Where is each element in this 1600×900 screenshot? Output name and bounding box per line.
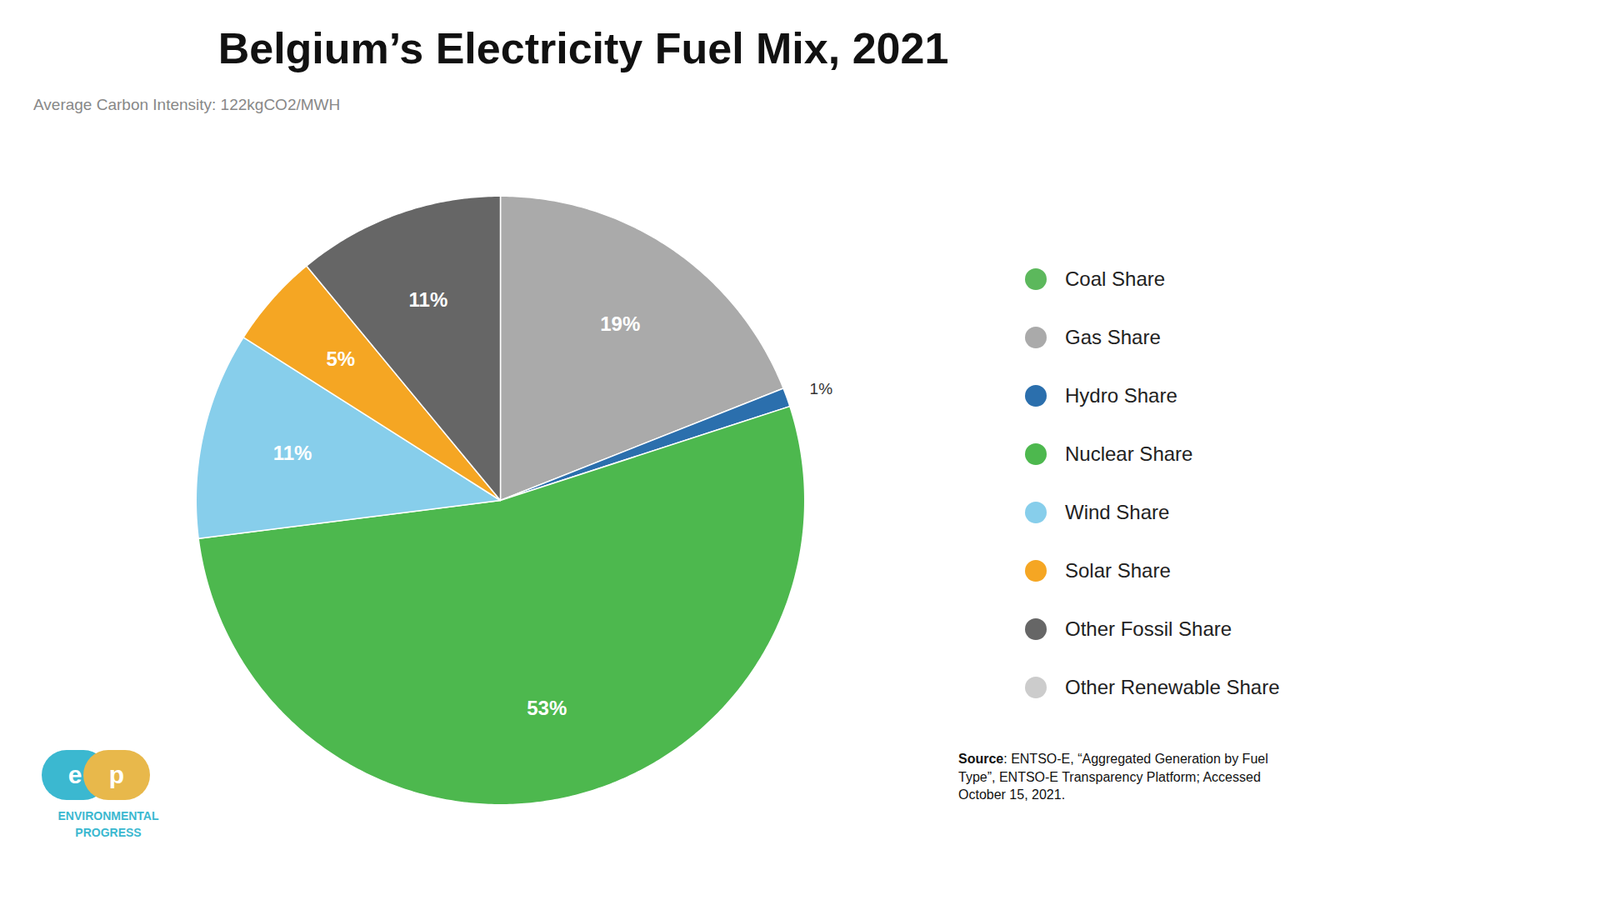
html-text:Nuclear Share: Nuclear Share bbox=[1065, 442, 1193, 465]
html-text:Other Fossil Share: Other Fossil Share bbox=[1065, 617, 1232, 640]
svg-text:53%: 53% bbox=[526, 696, 567, 720]
html-text:Solar Share: Solar Share bbox=[1065, 559, 1171, 582]
svg-text:11%: 11% bbox=[409, 288, 449, 311]
html-text:Gas Share: Gas Share bbox=[1065, 325, 1161, 349]
svg-text:1%: 1% bbox=[810, 380, 834, 398]
html-text:p: p bbox=[109, 760, 125, 789]
html-text:Average Carbon Intensity: 122k: Average Carbon Intensity: 122kgCO2/MWH bbox=[33, 95, 341, 114]
svg-text:11%: 11% bbox=[273, 441, 313, 465]
html-text:Source: ENTSO-E, “Aggregated G: Source: ENTSO-E, “Aggregated Generation … bbox=[958, 751, 1269, 802]
html-text:Coal Share: Coal Share bbox=[1065, 267, 1166, 290]
svg-text:19%: 19% bbox=[600, 312, 640, 335]
html-text:e: e bbox=[68, 760, 82, 789]
html-text:Other Renewable Share: Other Renewable Share bbox=[1065, 675, 1280, 699]
svg-text:5%: 5% bbox=[325, 347, 355, 370]
html-text:Hydro Share: Hydro Share bbox=[1065, 384, 1178, 407]
html-text:Wind Share: Wind Share bbox=[1065, 500, 1170, 524]
html-text:Belgium’s Electricity Fuel Mix: Belgium’s Electricity Fuel Mix, 2021 bbox=[218, 24, 949, 73]
html-text:ENVIRONMENTAL PROGRESS: ENVIRONMENTAL PROGRESS bbox=[57, 809, 159, 839]
